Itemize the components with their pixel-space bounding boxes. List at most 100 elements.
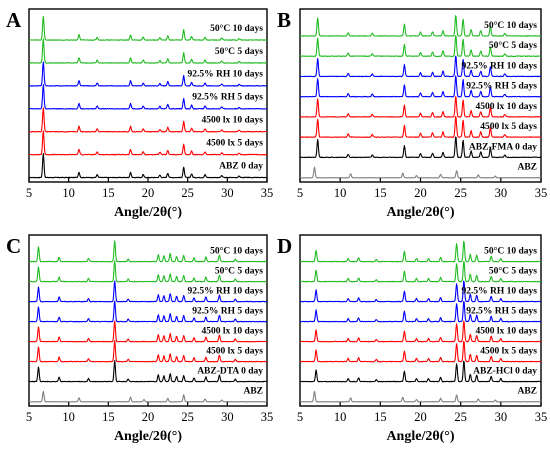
trace-abz-dta-0-day — [28, 360, 268, 383]
x-tick-label: 5 — [297, 186, 303, 200]
trace-label-50degc-10-days: 50°C 10 days — [210, 23, 263, 34]
x-axis-label: Angle/2θ(°) — [114, 205, 182, 220]
panel-letter-c: C — [6, 234, 21, 258]
trace-label-92-5pct-rh-5-days: 92.5% RH 5 days — [192, 307, 263, 317]
trace-label-92-5pct-rh-5-days: 92.5% RH 5 days — [466, 307, 537, 317]
trace-50degc-10-days — [299, 15, 542, 37]
trace-label-4500-lx-5-days: 4500 lx 5 days — [480, 122, 537, 132]
x-tick-label: 20 — [142, 186, 155, 200]
trace-label-abz: ABZ — [243, 387, 263, 397]
trace-92-5pct-rh-5-days — [299, 75, 542, 98]
x-tick-label: 35 — [261, 186, 274, 200]
panel-d: D ABZ ABZ-HCl 0 day 4500 lx 5 days 4500 lx 1… — [277, 234, 547, 444]
x-tick-label: 20 — [414, 410, 427, 424]
plot-frame — [299, 234, 542, 407]
trace-label-92-5pct-rh-5-days: 92.5% RH 5 days — [192, 93, 263, 103]
trace-label-4500-lx-5-days: 4500 lx 5 days — [206, 347, 263, 357]
panel-letter-d: D — [277, 234, 292, 258]
trace-label-4500-lx-10-days: 4500 lx 10 days — [202, 327, 264, 337]
trace-abz-0-day — [28, 153, 268, 179]
x-axis-label: Angle/2θ(°) — [386, 429, 454, 444]
x-tick-label: 5 — [26, 186, 32, 200]
trace-4500-lx-10-days — [28, 320, 268, 343]
trace-50degc-5-days — [299, 260, 542, 283]
x-tick-label: 5 — [297, 410, 303, 424]
x-tick-label: 25 — [181, 410, 194, 424]
trace-4500-lx-10-days — [28, 107, 268, 133]
x-tick-label: 15 — [102, 410, 115, 424]
trace-50degc-5-days — [28, 38, 268, 64]
trace-label-4500-lx-10-days: 4500 lx 10 days — [476, 102, 538, 112]
trace-label-4500-lx-10-days: 4500 lx 10 days — [202, 116, 264, 126]
x-tick-label: 20 — [142, 410, 155, 424]
trace-label-92-5pct-rh-10-days: 92.5% RH 10 days — [188, 70, 264, 80]
x-tick-label: 25 — [454, 186, 467, 200]
trace-label-92-5pct-rh-10-days: 92.5% RH 10 days — [462, 61, 538, 71]
trace-label-50degc-10-days: 50°C 10 days — [210, 246, 263, 257]
trace-50degc-5-days — [28, 260, 268, 283]
trace-50degc-5-days — [299, 35, 542, 57]
panel-b: B ABZ ABZ-FMA 0 day 4500 lx 5 days 4500 lx 1… — [277, 8, 547, 220]
x-tick-label: 35 — [261, 410, 274, 424]
trace-abz-hcl-0-day — [299, 360, 542, 383]
trace-label-abz-hcl-0-day: ABZ-HCl 0 day — [473, 367, 537, 377]
panel-letter-a: A — [6, 8, 22, 32]
trace-4500-lx-10-days — [299, 320, 542, 343]
trace-label-4500-lx-5-days: 4500 lx 5 days — [206, 138, 263, 148]
x-tick-label: 10 — [334, 410, 347, 424]
trace-abz — [299, 390, 542, 403]
trace-50degc-10-days — [299, 240, 542, 263]
x-tick-label: 30 — [221, 410, 234, 424]
panel-letter-b: B — [277, 8, 291, 32]
trace-92-5pct-rh-10-days — [28, 280, 268, 303]
trace-4500-lx-10-days — [299, 96, 542, 118]
trace-abz — [28, 390, 268, 403]
panel-c: C ABZ ABZ-DTA 0 day 4500 lx 5 days 4500 lx 1… — [6, 234, 273, 444]
x-axis-label: Angle/2θ(°) — [114, 429, 182, 444]
plot-frame — [28, 234, 268, 407]
trace-92-5pct-rh-5-days — [28, 300, 268, 323]
trace-abz-fma-0-day — [299, 136, 542, 159]
trace-label-abz-fma-0-day: ABZ-FMA 0 day — [469, 142, 537, 152]
trace-label-50degc-5-days: 50°C 5 days — [489, 266, 537, 277]
x-tick-label: 30 — [495, 410, 508, 424]
trace-label-92-5pct-rh-10-days: 92.5% RH 10 days — [462, 287, 538, 297]
x-tick-label: 15 — [102, 186, 115, 200]
trace-4500-lx-5-days — [28, 130, 268, 156]
plot-frame — [299, 8, 542, 183]
trace-label-92-5pct-rh-10-days: 92.5% RH 10 days — [188, 287, 264, 297]
trace-label-92-5pct-rh-5-days: 92.5% RH 5 days — [466, 82, 537, 92]
trace-label-50degc-5-days: 50°C 5 days — [215, 46, 263, 57]
x-tick-label: 30 — [495, 186, 508, 200]
trace-50degc-10-days — [28, 15, 268, 41]
trace-label-50degc-10-days: 50°C 10 days — [484, 20, 537, 31]
x-tick-label: 15 — [374, 186, 387, 200]
trace-label-abz: ABZ — [517, 387, 537, 397]
x-tick-label: 10 — [62, 410, 75, 424]
x-tick-label: 35 — [535, 186, 548, 200]
trace-label-abz-0-day: ABZ 0 day — [219, 161, 263, 171]
trace-50degc-10-days — [28, 240, 268, 263]
trace-92-5pct-rh-10-days — [28, 61, 268, 87]
trace-label-4500-lx-5-days: 4500 lx 5 days — [480, 347, 537, 357]
x-tick-label: 20 — [414, 186, 427, 200]
x-tick-label: 10 — [334, 186, 347, 200]
trace-label-abz: ABZ — [517, 163, 537, 173]
x-tick-label: 35 — [535, 410, 548, 424]
x-tick-label: 25 — [454, 410, 467, 424]
trace-92-5pct-rh-10-days — [299, 55, 542, 78]
trace-92-5pct-rh-10-days — [299, 280, 542, 303]
trace-label-50degc-5-days: 50°C 5 days — [489, 40, 537, 51]
trace-4500-lx-5-days — [28, 339, 268, 363]
trace-label-abz-dta-0-day: ABZ-DTA 0 day — [197, 367, 263, 377]
trace-label-50degc-10-days: 50°C 10 days — [484, 246, 537, 257]
x-tick-label: 25 — [181, 186, 194, 200]
x-tick-label: 30 — [221, 186, 234, 200]
trace-abz — [299, 166, 542, 179]
trace-4500-lx-5-days — [299, 116, 542, 138]
panel-a: A ABZ 0 day 4500 lx 5 days 4500 lx 10 days 9… — [6, 8, 273, 220]
x-axis-label: Angle/2θ(°) — [386, 205, 454, 220]
x-tick-label: 15 — [374, 410, 387, 424]
trace-4500-lx-5-days — [299, 340, 542, 363]
